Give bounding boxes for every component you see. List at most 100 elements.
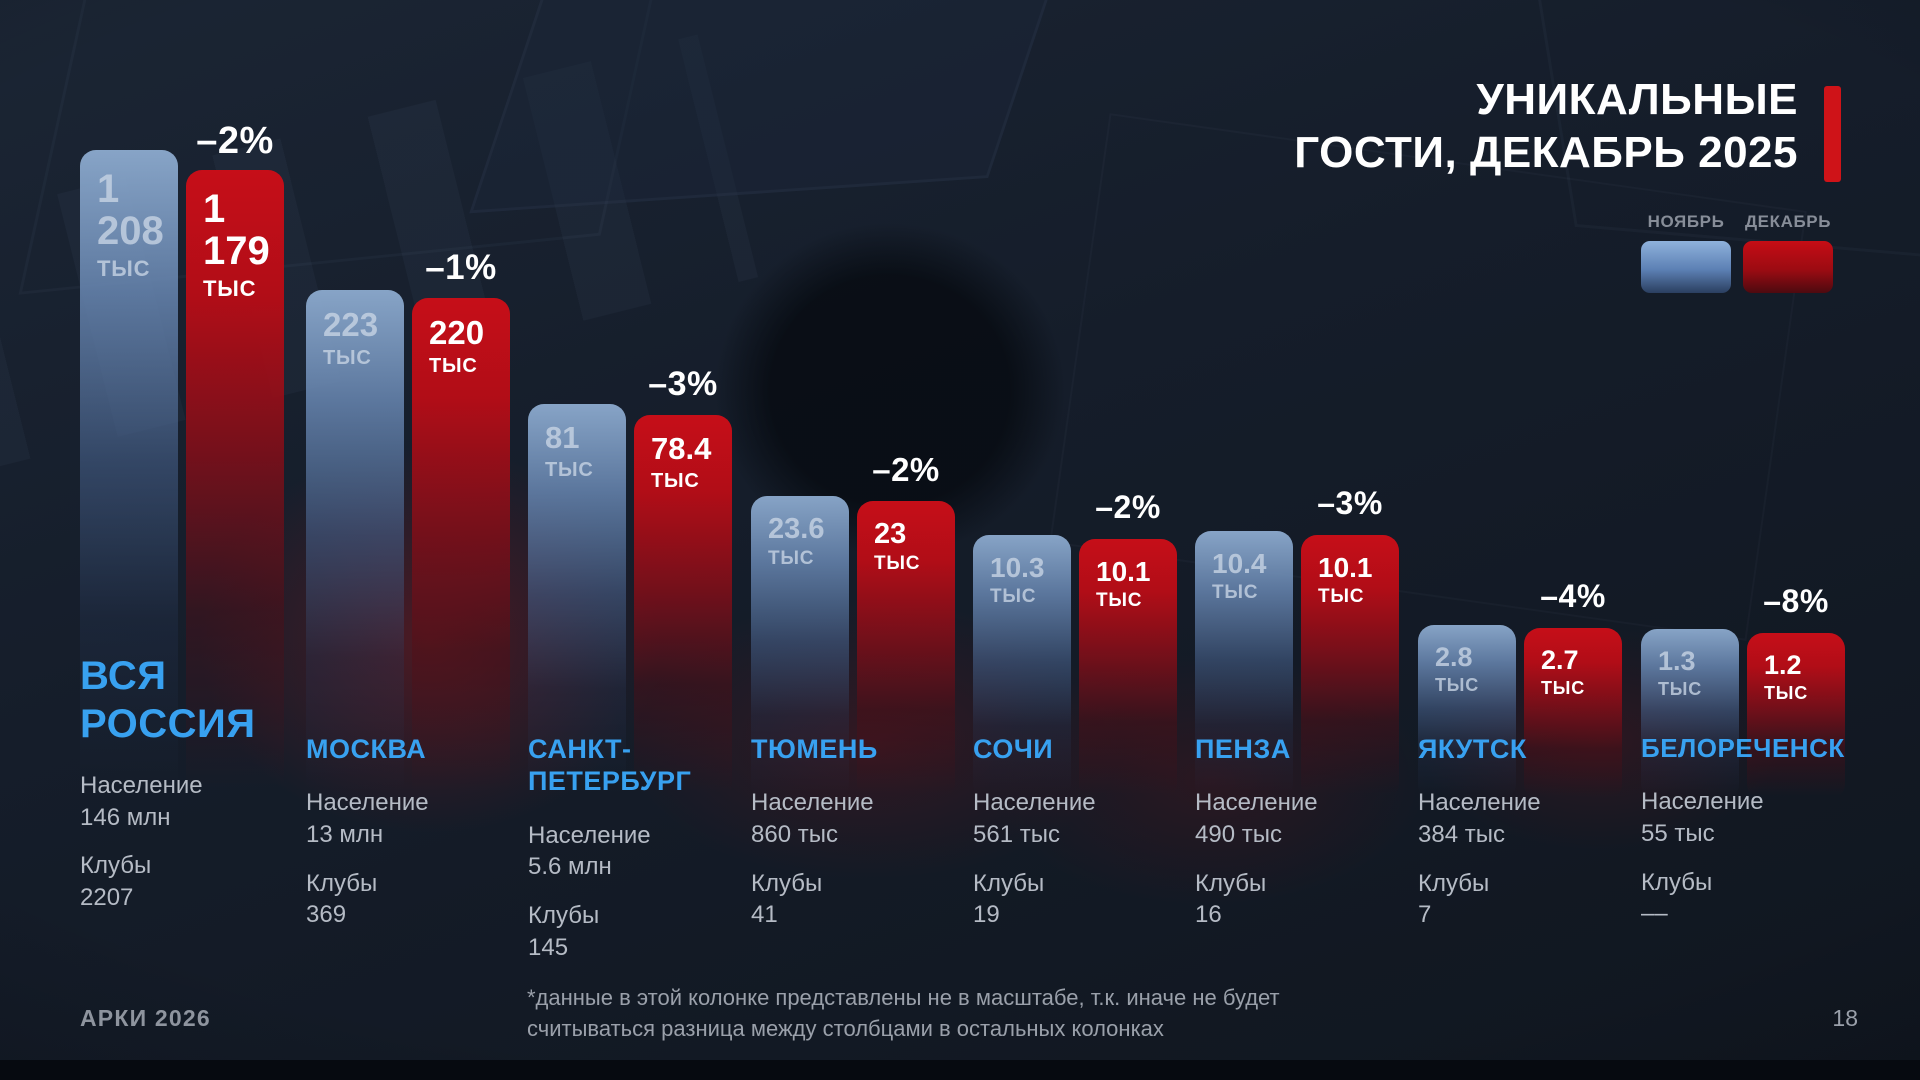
bar-value-unit: ТЫС [203,276,257,301]
bar-value-november: 2.8 ТЫС [1435,643,1479,695]
legend-label: ДЕКАБРЬ [1744,212,1832,231]
clubs-label: Клубы [751,869,823,897]
clubs-label: Клубы [1195,869,1267,897]
population-value: 860 тыс [751,821,838,849]
percent-change-label: –3% [1317,485,1383,521]
city-block-5: СОЧИ Население 561 тыс Клубы 19 [973,733,1185,948]
clubs-value: –– [1641,900,1668,928]
population-value: 384 тыс [1418,821,1505,849]
bar-november-4: 23.6 ТЫС [751,496,849,800]
bar-value-unit: ТЫС [651,469,700,492]
chart-legend: НОЯБРЬ ДЕКАБРЬ [1641,212,1833,293]
bar-value-number: 23.6 [768,513,825,545]
population-label: Население [528,821,651,849]
population-info: Население 860 тыс [751,787,963,850]
page-title-line1: УНИКАЛЬНЫЕ [1476,75,1798,124]
population-value: 5.6 млн [528,853,612,881]
bar-value-december: 2.7 ТЫС [1541,646,1585,698]
population-label: Население [1641,788,1764,816]
bar-november-8: 1.3 ТЫС [1641,629,1739,800]
bar-value-number: 23 [874,518,907,550]
population-value: 55 тыс [1641,819,1715,847]
population-value: 146 млн [80,803,171,831]
city-block-2: МОСКВА Население 13 млн Клубы 369 [306,733,518,948]
bar-december-8: 1.2 ТЫС [1747,633,1845,800]
bar-value-unit: ТЫС [323,346,372,369]
bar-value-unit: ТЫС [1318,586,1365,608]
bar-value-number: 81 [545,420,580,455]
bar-value-november: 223 ТЫС [323,306,379,369]
population-info: Население 55 тыс [1641,786,1853,849]
city-block-1: ВСЯ РОССИЯ Население 146 млн Клубы 2207 [80,652,292,931]
population-info: Население 561 тыс [973,787,1185,850]
bar-value-number: 10.1 [1318,552,1373,583]
clubs-value: 19 [973,901,1000,929]
clubs-info: Клубы 7 [1418,868,1630,931]
population-label: Население [80,772,203,799]
page-number: 18 [1832,1005,1858,1031]
clubs-info: Клубы 16 [1195,868,1407,931]
clubs-info: Клубы 19 [973,868,1185,931]
bar-value-number: 220 [429,314,485,351]
clubs-value: 16 [1195,901,1222,929]
bar-value-unit: ТЫС [1658,679,1703,700]
bar-value-number: 1 179 [203,187,270,273]
page-title: УНИКАЛЬНЫЕ ГОСТИ, ДЕКАБРЬ 2025 [1294,74,1798,180]
bar-value-november: 10.3 ТЫС [990,553,1045,607]
bar-value-december: 10.1 ТЫС [1318,553,1373,607]
bar-value-unit: ТЫС [990,586,1037,608]
population-info: Население 146 млн [80,770,292,833]
bar-value-number: 10.3 [990,552,1045,583]
city-name: ТЮМЕНЬ [751,734,878,764]
bar-december-1: 1 179 ТЫС [186,170,284,800]
city-name: ПЕНЗА [1195,734,1291,764]
bar-value-unit: ТЫС [429,354,478,377]
legend-item-november: НОЯБРЬ [1641,212,1731,293]
bar-value-november: 1.3 ТЫС [1658,647,1702,699]
clubs-info: Клубы –– [1641,867,1853,930]
bar-value-unit: ТЫС [1212,582,1259,604]
city-block-3: САНКТ-ПЕТЕРБУРГ Население 5.6 млн Клубы 145 [528,733,740,980]
percent-change-label: –2% [872,451,940,488]
clubs-label: Клубы [1418,869,1490,897]
bar-december-6: 10.1 ТЫС [1301,535,1399,800]
percent-change-label: –2% [196,120,274,162]
bar-value-december: 1 179 ТЫС [203,188,284,300]
clubs-label: Клубы [80,852,152,880]
bottom-strip [0,1060,1920,1080]
clubs-value: 145 [528,933,569,961]
bar-value-november: 1 208 ТЫС [97,168,178,280]
city-name: СОЧИ [973,734,1054,764]
legend-item-december: ДЕКАБРЬ [1743,212,1833,293]
bar-value-unit: ТЫС [1096,590,1143,612]
clubs-label: Клубы [973,869,1045,897]
bar-value-december: 10.1 ТЫС [1096,557,1151,611]
legend-swatch-november [1641,241,1731,293]
clubs-info: Клубы 41 [751,868,963,931]
clubs-value: 2207 [80,884,134,912]
footnote-line2: считываться разница между столбцами в ос… [527,1015,1164,1041]
clubs-label: Клубы [306,869,378,897]
population-info: Население 490 тыс [1195,787,1407,850]
brand-footer: АРКИ 2026 [80,1005,211,1031]
bar-november-6: 10.4 ТЫС [1195,531,1293,800]
city-block-8: БЕЛОРЕЧЕНСК Население 55 тыс Клубы –– [1641,733,1853,947]
city-block-4: ТЮМЕНЬ Население 860 тыс Клубы 41 [751,733,963,948]
bar-value-december: 23 ТЫС [874,519,920,574]
percent-change-label: –2% [1095,489,1161,525]
bar-december-4: 23 ТЫС [857,501,955,800]
bar-value-unit: ТЫС [874,553,921,575]
clubs-value: 369 [306,901,347,929]
bar-value-unit: ТЫС [97,256,151,281]
clubs-label: Клубы [528,902,600,930]
bar-value-november: 23.6 ТЫС [768,514,824,569]
population-info: Население 5.6 млн [528,820,740,883]
city-block-6: ПЕНЗА Население 490 тыс Клубы 16 [1195,733,1407,948]
population-value: 561 тыс [973,821,1060,849]
city-name: ЯКУТСК [1418,734,1527,764]
bar-value-number: 223 [323,306,379,343]
bar-value-number: 2.7 [1541,645,1579,675]
population-value: 490 тыс [1195,821,1282,849]
